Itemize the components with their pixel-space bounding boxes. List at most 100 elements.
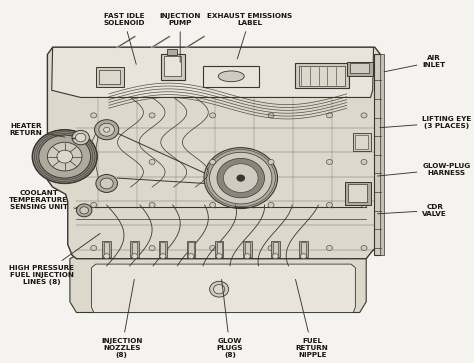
Circle shape [327, 203, 332, 208]
Text: GLOW-PLUG
HARNESS: GLOW-PLUG HARNESS [378, 163, 471, 176]
Bar [350, 64, 369, 73]
Bar [132, 242, 137, 257]
Bar [299, 66, 345, 86]
Circle shape [244, 254, 250, 259]
Text: CDR
VALVE: CDR VALVE [378, 204, 447, 217]
Circle shape [91, 113, 97, 118]
Bar [203, 66, 259, 87]
Circle shape [76, 204, 92, 217]
Circle shape [104, 254, 109, 259]
Circle shape [204, 148, 277, 209]
Circle shape [301, 254, 307, 259]
Circle shape [268, 245, 274, 250]
Bar [243, 241, 252, 257]
Bar [160, 242, 165, 257]
Circle shape [361, 203, 367, 208]
Circle shape [149, 245, 155, 250]
Circle shape [149, 113, 155, 118]
Circle shape [132, 254, 138, 259]
Circle shape [99, 123, 114, 136]
Text: LIFTING EYE
(3 PLACES): LIFTING EYE (3 PLACES) [380, 116, 472, 129]
Circle shape [210, 245, 216, 250]
Bar [104, 242, 109, 257]
Ellipse shape [218, 71, 244, 82]
Circle shape [327, 113, 332, 118]
Circle shape [268, 113, 274, 118]
Circle shape [273, 254, 278, 259]
Bar [217, 242, 222, 257]
Circle shape [361, 159, 367, 164]
Bar [215, 241, 223, 257]
Circle shape [268, 203, 274, 208]
Circle shape [149, 203, 155, 208]
Text: FUEL
RETURN
NIPPLE: FUEL RETURN NIPPLE [295, 280, 328, 358]
Bar [167, 49, 177, 55]
Circle shape [213, 285, 225, 294]
Circle shape [188, 254, 194, 259]
Bar [245, 242, 250, 257]
Text: INJECTION
NOZZLES
(8): INJECTION NOZZLES (8) [101, 280, 143, 358]
Circle shape [94, 120, 119, 140]
Circle shape [160, 254, 166, 259]
Circle shape [361, 245, 367, 250]
Text: HIGH PRESSURE
FUEL INJECTION
LINES (8): HIGH PRESSURE FUEL INJECTION LINES (8) [9, 233, 100, 285]
Circle shape [80, 207, 89, 214]
Circle shape [327, 245, 332, 250]
Bar [381, 54, 384, 255]
Bar [271, 241, 280, 257]
Circle shape [47, 142, 82, 171]
Circle shape [217, 158, 264, 198]
Bar [159, 241, 167, 257]
Bar [102, 241, 111, 257]
Bar [96, 67, 124, 87]
Circle shape [96, 175, 118, 192]
Circle shape [361, 113, 367, 118]
Bar [164, 56, 181, 76]
Circle shape [210, 281, 228, 297]
Bar [189, 242, 193, 257]
Bar [347, 184, 366, 202]
Bar [356, 135, 368, 150]
Circle shape [32, 130, 97, 183]
Bar [345, 182, 371, 205]
Circle shape [327, 159, 332, 164]
Polygon shape [47, 47, 381, 259]
Polygon shape [70, 255, 366, 313]
Circle shape [210, 152, 272, 204]
Text: AIR
INLET: AIR INLET [384, 55, 446, 72]
Bar [100, 69, 120, 84]
Bar [301, 242, 306, 257]
Circle shape [57, 150, 73, 163]
Circle shape [72, 130, 90, 145]
Circle shape [104, 127, 109, 132]
Bar [299, 241, 308, 257]
Text: HEATER
RETURN: HEATER RETURN [9, 123, 65, 137]
Bar [346, 62, 373, 76]
Polygon shape [52, 47, 374, 97]
Circle shape [210, 203, 216, 208]
Text: INJECTION
PUMP: INJECTION PUMP [160, 13, 201, 62]
Bar [130, 241, 139, 257]
Text: FAST IDLE
SOLENOID: FAST IDLE SOLENOID [103, 13, 145, 64]
Bar [161, 54, 184, 79]
Bar [295, 64, 349, 89]
Circle shape [75, 133, 86, 142]
Bar [187, 241, 195, 257]
Text: GLOW
PLUGS
(8): GLOW PLUGS (8) [217, 280, 243, 358]
Bar [273, 242, 278, 257]
Circle shape [268, 159, 274, 164]
Circle shape [216, 254, 222, 259]
Circle shape [149, 159, 155, 164]
Circle shape [223, 164, 258, 192]
Circle shape [237, 175, 245, 182]
Text: EXHAUST EMISSIONS
LABEL: EXHAUST EMISSIONS LABEL [207, 13, 292, 59]
Circle shape [91, 159, 97, 164]
Bar [353, 133, 371, 151]
Bar [374, 54, 382, 255]
Circle shape [39, 135, 91, 178]
Circle shape [91, 245, 97, 250]
Text: COOLANT
TEMPERATURE
SENSING UNIT: COOLANT TEMPERATURE SENSING UNIT [9, 189, 76, 209]
Polygon shape [91, 264, 356, 313]
Circle shape [210, 113, 216, 118]
Circle shape [210, 159, 216, 164]
